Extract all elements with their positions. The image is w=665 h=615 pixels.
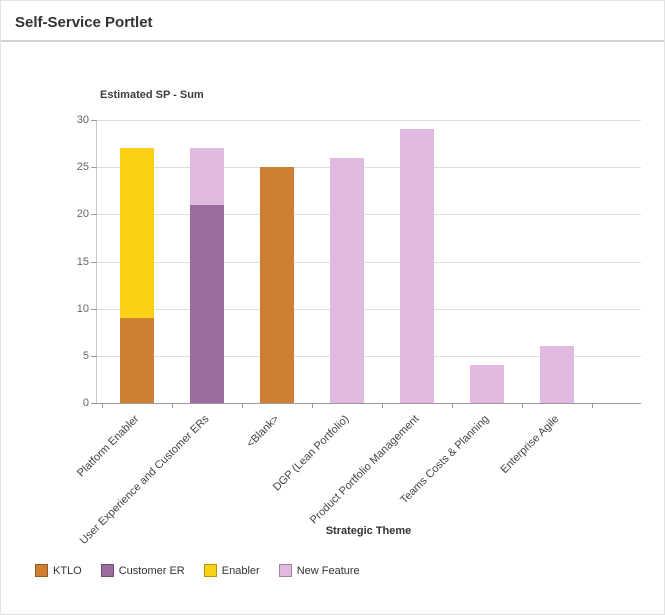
plot-area: 0 5 10 15 20 25 30 Platform Enabler User Experie… <box>75 114 641 547</box>
legend-label: Enabler <box>221 564 260 577</box>
y-axis-tick-label: 20 <box>76 208 89 221</box>
page-title: Self-Service Portlet <box>15 14 153 31</box>
x-axis-category-label: <Blank> <box>244 413 282 451</box>
bar-segment-ktlo[interactable] <box>120 318 154 403</box>
gridline <box>97 261 641 263</box>
x-axis-tick <box>522 404 523 408</box>
gridline <box>97 308 641 310</box>
legend-item-customer-er[interactable]: Customer ER <box>100 564 185 577</box>
bar-segment-new-feature[interactable] <box>190 148 224 205</box>
y-axis-tick <box>91 261 97 263</box>
y-axis-tick <box>91 403 97 404</box>
gridline <box>97 120 641 121</box>
bar-segment-new-feature[interactable] <box>470 365 504 403</box>
legend-item-new-feature[interactable]: New Feature <box>278 564 360 577</box>
x-axis-tick <box>172 404 173 408</box>
y-axis-tick <box>91 120 97 121</box>
x-axis-category-label: Product Portfolio Management <box>307 413 422 527</box>
y-axis-tick <box>91 355 97 357</box>
x-axis-tick <box>452 404 453 408</box>
gridline <box>97 167 641 169</box>
legend-swatch <box>35 564 48 577</box>
gridline <box>97 355 641 357</box>
x-axis-tick <box>592 404 593 408</box>
bar-segment-new-feature[interactable] <box>540 346 574 403</box>
bar-segment-new-feature[interactable] <box>330 157 364 403</box>
x-axis-category-label: DGP (Lean Portfolio) <box>270 413 352 494</box>
y-axis-tick <box>91 308 97 310</box>
bar-segment-customer-er[interactable] <box>190 204 224 403</box>
x-axis-category-label: Teams Costs & Planning <box>398 413 492 507</box>
x-axis-category-label: Enterprise Agile <box>498 413 562 476</box>
x-axis-tick <box>382 404 383 408</box>
x-axis-category-label: User Experience and Customer ERs <box>77 413 212 547</box>
y-axis-tick-label: 5 <box>82 349 89 362</box>
portlet-header: Self-Service Portlet <box>1 1 664 42</box>
y-axis-tick-label: 0 <box>82 397 89 409</box>
y-axis-tick-label: 30 <box>76 114 89 126</box>
legend-swatch <box>100 564 114 577</box>
legend-swatch <box>278 564 292 577</box>
legend-label: KTLO <box>53 564 82 577</box>
legend-label: Customer ER <box>118 564 185 577</box>
legend-item-ktlo[interactable]: KTLO <box>35 564 82 577</box>
chart-title: Estimated SP - Sum <box>100 89 204 101</box>
y-axis-tick-label: 25 <box>76 161 89 174</box>
y-axis-tick-label: 15 <box>76 255 89 268</box>
x-axis-tick <box>312 404 313 408</box>
x-axis-tick <box>242 404 243 408</box>
legend: KTLO Customer ER Enabler New Feature <box>35 564 360 577</box>
y-axis-tick <box>91 167 97 169</box>
legend-label: New Feature <box>296 564 360 577</box>
bar-segment-new-feature[interactable] <box>400 129 434 403</box>
x-axis-tick <box>102 404 103 408</box>
y-axis-tick <box>91 214 97 216</box>
legend-item-enabler[interactable]: Enabler <box>203 564 260 577</box>
bar-segment-enabler[interactable] <box>120 148 154 319</box>
legend-swatch <box>203 564 217 577</box>
x-axis-title: Strategic Theme <box>325 525 412 537</box>
bar-segment-ktlo[interactable] <box>260 167 294 403</box>
gridline <box>97 214 641 216</box>
y-axis-tick-label: 10 <box>76 302 89 315</box>
